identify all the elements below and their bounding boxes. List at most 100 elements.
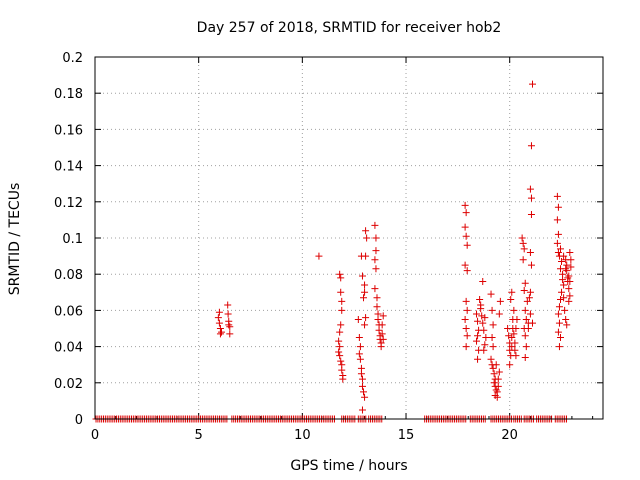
- data-point: [315, 252, 323, 260]
- data-point: [362, 227, 370, 235]
- data-point: [521, 332, 529, 340]
- data-point: [527, 261, 535, 269]
- data-point: [559, 276, 567, 284]
- data-point: [489, 343, 497, 351]
- data-point: [482, 334, 490, 342]
- data-point: [357, 370, 365, 378]
- data-point: [520, 245, 528, 253]
- data-point: [337, 288, 345, 296]
- data-point: [523, 297, 531, 305]
- data-point: [362, 252, 370, 260]
- data-point: [478, 312, 486, 320]
- data-point: [556, 334, 564, 342]
- data-point: [481, 341, 489, 349]
- data-point: [490, 370, 498, 378]
- data-point: [506, 361, 514, 369]
- data-point: [505, 332, 513, 340]
- data-point: [566, 292, 574, 300]
- data-point: [558, 258, 566, 266]
- data-point: [379, 335, 387, 343]
- data-point: [565, 297, 573, 305]
- data-point: [495, 368, 503, 376]
- data-point: [372, 234, 380, 242]
- data-point: [513, 315, 521, 323]
- data-point: [492, 386, 500, 394]
- data-point: [462, 343, 470, 351]
- data-point: [495, 310, 503, 318]
- data-point: [565, 272, 573, 280]
- data-point: [336, 343, 344, 351]
- data-point: [214, 314, 222, 322]
- grid-layer: [94, 57, 603, 419]
- data-point: [555, 319, 563, 327]
- y-tick-label: 0.1: [62, 232, 83, 247]
- data-point: [494, 382, 502, 390]
- data-point: [519, 256, 527, 264]
- data-point: [480, 346, 488, 354]
- data-point: [496, 297, 504, 305]
- data-point: [462, 325, 470, 332]
- x-tick-label: 10: [294, 428, 311, 443]
- plot-frame: [94, 56, 604, 420]
- data-point: [226, 323, 234, 331]
- data-point: [373, 303, 381, 311]
- data-point: [479, 319, 487, 327]
- data-point: [558, 288, 566, 296]
- data-point: [490, 379, 498, 387]
- data-point: [338, 306, 346, 314]
- data-point: [560, 281, 568, 289]
- data-point: [474, 355, 482, 363]
- data-point: [561, 306, 569, 314]
- data-point: [560, 294, 568, 302]
- data-point: [358, 382, 366, 390]
- data-point: [512, 352, 520, 360]
- data-point: [474, 317, 482, 325]
- y-tick-label: 0.02: [54, 377, 83, 392]
- data-point: [338, 366, 346, 374]
- data-point: [529, 319, 537, 327]
- y-tick-label: 0.12: [54, 196, 83, 211]
- data-point: [488, 306, 496, 314]
- data-point: [339, 375, 347, 383]
- y-tick-label: 0: [75, 413, 83, 428]
- data-point: [461, 223, 469, 231]
- data-point: [360, 388, 368, 396]
- chart-title: Day 257 of 2018, SRMTID for receiver hob…: [197, 20, 502, 36]
- data-point: [555, 343, 563, 351]
- data-point: [493, 388, 501, 396]
- data-point: [379, 312, 387, 320]
- data-point: [358, 272, 366, 280]
- data-point: [371, 221, 379, 229]
- data-point: [510, 330, 518, 338]
- data-point: [556, 245, 564, 253]
- data-point: [372, 247, 380, 255]
- data-point: [363, 234, 371, 242]
- data-point: [356, 343, 364, 351]
- data-point: [521, 353, 529, 361]
- data-point: [361, 281, 369, 289]
- data-point: [358, 406, 366, 414]
- data-point: [563, 321, 571, 329]
- y-tick-label: 0.06: [54, 304, 83, 319]
- data-point: [511, 339, 519, 347]
- data-point: [556, 296, 564, 304]
- data-point: [337, 321, 345, 329]
- x-tick-label: 5: [195, 428, 203, 443]
- data-point: [553, 192, 561, 200]
- data-point: [358, 375, 366, 383]
- data-point: [215, 319, 223, 327]
- data-point: [554, 328, 562, 336]
- marks-layer: [92, 80, 575, 423]
- data-point: [522, 315, 530, 323]
- data-point: [527, 142, 535, 150]
- data-point: [462, 297, 470, 305]
- data-point: [462, 232, 470, 240]
- data-point: [489, 364, 497, 372]
- data-point: [563, 267, 571, 275]
- y-tick-label: 0.04: [54, 341, 83, 356]
- data-point: [371, 285, 379, 293]
- y-tick-label: 0.14: [54, 160, 83, 175]
- data-point: [526, 288, 534, 296]
- data-point: [553, 239, 561, 247]
- data-point: [522, 343, 530, 351]
